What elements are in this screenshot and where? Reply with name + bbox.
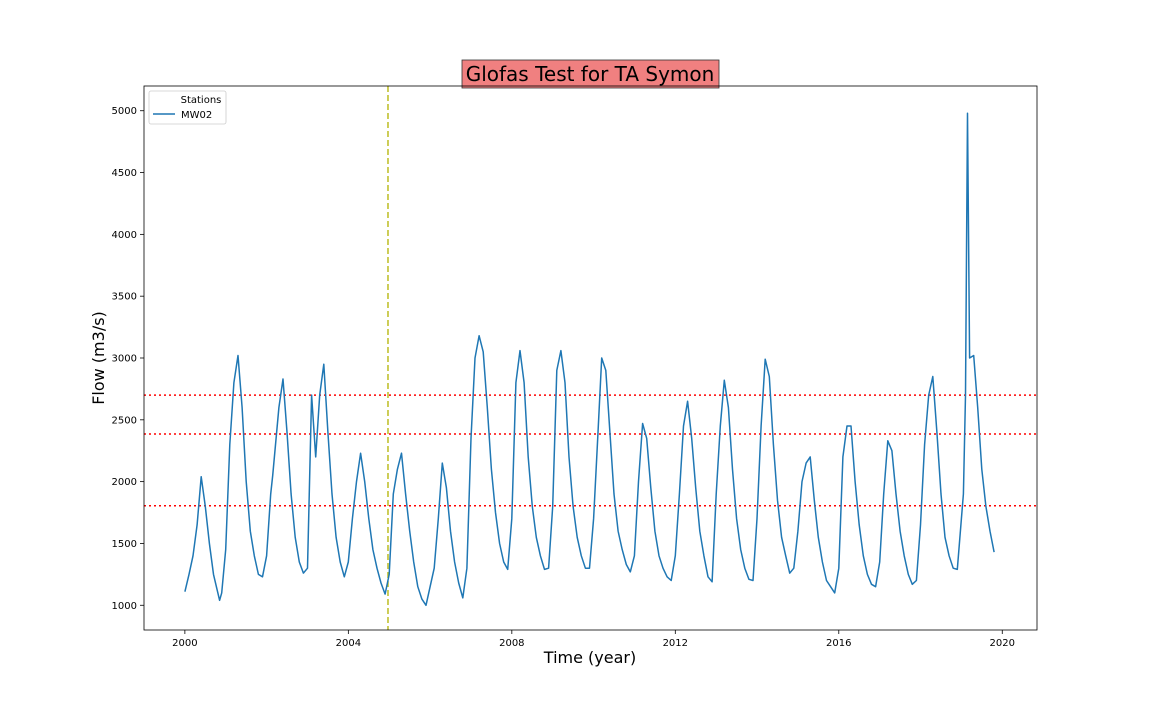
- x-axis: 2000 2004 2008 2012 2016 2020: [172, 630, 1015, 649]
- y-tick-label: 2500: [112, 415, 137, 426]
- x-tick-label: 2012: [663, 638, 688, 649]
- chart-title: Glofas Test for TA Symon: [466, 62, 715, 86]
- series-line-mw02: [184, 112, 995, 607]
- x-tick-label: 2004: [336, 638, 361, 649]
- y-tick-label: 4000: [112, 230, 137, 241]
- y-tick-label: 1000: [112, 601, 137, 612]
- chart-title-box: [461, 59, 720, 89]
- y-tick-label: 3500: [112, 292, 137, 303]
- x-tick-label: 2008: [499, 638, 524, 649]
- y-tick-label: 1500: [112, 539, 137, 550]
- y-tick-label: 2000: [112, 477, 137, 488]
- x-tick-label: 2020: [990, 638, 1015, 649]
- legend: Stations MW02: [148, 90, 227, 125]
- plot-area: [143, 85, 1038, 631]
- x-tick-label: 2016: [826, 638, 851, 649]
- y-tick-label: 4500: [112, 168, 137, 179]
- legend-box: [148, 90, 227, 125]
- y-tick-label: 5000: [112, 106, 137, 117]
- y-axis-label: Flow (m3/s): [89, 311, 108, 405]
- legend-label-mw02: MW02: [181, 110, 212, 121]
- y-axis: 1000 1500 2000 2500 3000 3500 4000 4500 5000: [112, 106, 144, 612]
- y-tick-label: 3000: [112, 354, 137, 365]
- x-tick-label: 2000: [172, 638, 197, 649]
- chart-title-group: Glofas Test for TA Symon: [461, 59, 720, 89]
- x-axis-label: Time (year): [543, 648, 636, 667]
- legend-title: Stations: [181, 95, 222, 106]
